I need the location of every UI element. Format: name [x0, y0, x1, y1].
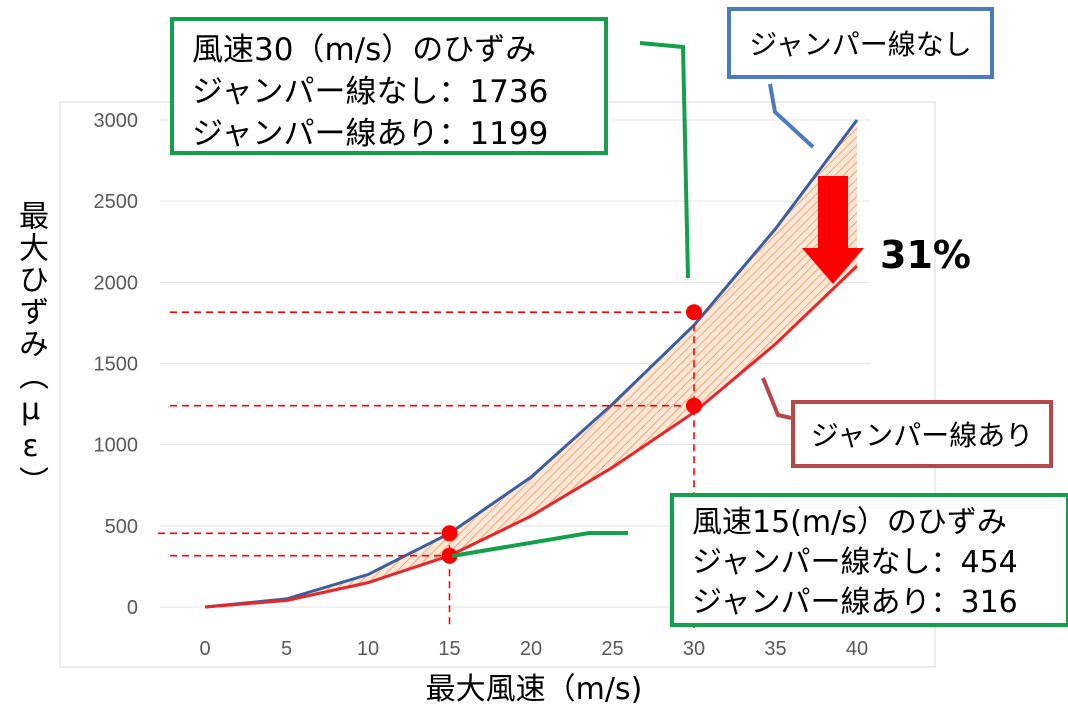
x-tick-label: 40 [846, 638, 868, 660]
callout-wind-15-title: 風速15(m/s）のひずみ [692, 505, 1007, 540]
y-tick-label: 0 [127, 597, 138, 619]
connector-with-jumper [761, 377, 792, 420]
x-tick-label: 15 [438, 638, 460, 660]
area-fill [205, 120, 857, 607]
y-axis-label: 最大ひずみ（με） [13, 200, 48, 498]
series-line-with-jumper [204, 265, 859, 609]
series-label-no-jumper: ジャンパー線なし [727, 7, 994, 79]
x-tick-label: 0 [199, 638, 210, 660]
x-tick-label: 20 [520, 638, 542, 660]
series-line-no-jumper [204, 119, 859, 609]
callout-connectors [451, 41, 815, 558]
callout-wind-15: 風速15(m/s）のひずみ ジャンパー線なし：454 ジャンパー線あり：316 [670, 493, 1068, 627]
data-point-marker [441, 525, 458, 542]
x-tick-label: 10 [357, 638, 379, 660]
callout-wind-30-title: 風速30（m/s）のひずみ [192, 32, 537, 68]
series-label-with-jumper: ジャンパー線あり [791, 400, 1053, 468]
connector-wind15 [451, 531, 628, 558]
callout-wind-15-with-jumper: ジャンパー線あり：316 [692, 585, 1018, 620]
y-tick-label: 1000 [94, 435, 139, 457]
area-between-series [205, 120, 857, 607]
y-tick-label: 3000 [94, 110, 139, 132]
data-point-marker [686, 304, 702, 321]
x-tick-label: 30 [683, 638, 705, 660]
connector-wind30 [639, 41, 690, 279]
reduction-arrow-shape [802, 176, 864, 284]
x-tick-labels: 0 5 10 15 20 25 30 35 40 [199, 638, 868, 660]
callout-wind-30-no-jumper: ジャンパー線なし：1736 [192, 74, 549, 110]
y-tick-labels: 0 500 1000 1500 2000 2500 3000 [94, 110, 139, 619]
point-markers [441, 304, 702, 564]
series-lines [204, 119, 859, 609]
connector-no-jumper [768, 83, 815, 149]
callout-wind-30: 風速30（m/s）のひずみ ジャンパー線なし：1736 ジャンパー線あり：119… [170, 17, 608, 155]
y-tick-label: 2500 [94, 191, 139, 213]
data-point-marker [441, 547, 458, 564]
data-point-marker [686, 397, 702, 414]
x-tick-label: 35 [764, 638, 786, 660]
callout-wind-30-with-jumper: ジャンパー線あり：1199 [192, 116, 549, 152]
reduction-percent-label: 31% [880, 233, 971, 277]
y-tick-label: 1500 [94, 354, 139, 376]
reduction-arrow [802, 176, 864, 284]
guide-lines [158, 311, 695, 628]
y-tick-label: 2000 [94, 272, 139, 294]
x-axis-label: 最大風速（m/s) [425, 672, 643, 707]
x-tick-label: 25 [601, 638, 623, 660]
y-tick-label: 500 [105, 516, 138, 538]
x-tick-label: 5 [281, 638, 292, 660]
callout-wind-15-no-jumper: ジャンパー線なし：454 [692, 545, 1018, 580]
